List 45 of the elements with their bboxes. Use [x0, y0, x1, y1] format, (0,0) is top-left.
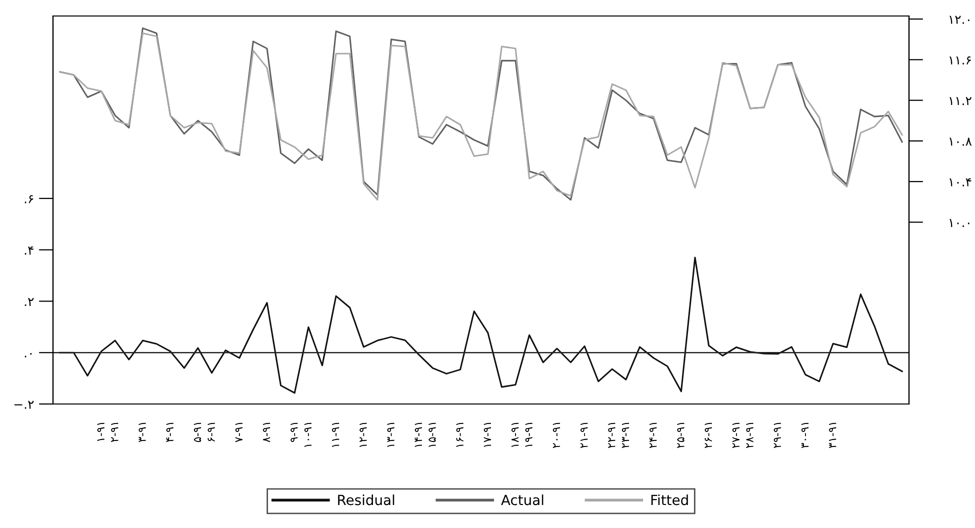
legend-label: Residual	[338, 494, 394, 506]
x-tick-label: ۱-۹۱	[97, 422, 104, 442]
x-tick-label: ۲۳-۹۱	[622, 422, 630, 448]
x-tick-label: ۲۰-۹۱	[552, 422, 560, 448]
y-tick-label: .۲	[24, 298, 34, 306]
x-tick-label: ۱۹-۹۱	[525, 422, 532, 448]
y2-tick-label: ۱۰.۸	[950, 138, 972, 146]
x-tick-label: ۱۵-۹۱	[428, 422, 436, 448]
x-tick-label: ۲۴-۹۱	[650, 422, 657, 448]
x-tick-label: ۳۰-۹۱	[801, 422, 809, 448]
x-tick-label: ۱۲-۹۱	[360, 422, 367, 448]
x-tick-label: ۵-۹۱	[194, 422, 202, 442]
y-tick-label: .۴	[24, 246, 34, 255]
legend-label: Fitted	[651, 494, 688, 506]
x-tick-label: ۸-۹۱	[262, 422, 270, 442]
x-tick-label: ۴-۹۱	[166, 422, 174, 442]
y2-tick-label: ۱۰.۴	[950, 178, 972, 186]
x-tick-label: ۶-۹۱	[208, 422, 215, 442]
x-tick-label: ۲۹-۹۱	[774, 422, 781, 448]
x-tick-label: ۱۸-۹۱	[511, 422, 519, 448]
x-tick-label: ۲۸-۹۱	[746, 422, 754, 448]
x-tick-label: ۲۵-۹۱	[677, 422, 684, 448]
y2-tick-label: ۱۰.۰	[950, 219, 970, 227]
y2-tick-label: ۱۲.۰	[950, 16, 970, 24]
x-tick-label: ۱۰-۹۱	[304, 422, 312, 448]
x-tick-label: ۱۳-۹۱	[387, 422, 394, 448]
x-tick-label: ۲۶-۹۱	[704, 422, 712, 448]
y-tick-label: −.۲	[14, 400, 34, 409]
x-tick-label: ۱۷-۹۱	[484, 422, 491, 448]
x-tick-label: ۲-۹۱	[111, 422, 118, 442]
x-tick-label: ۳-۹۱	[138, 422, 146, 442]
x-tick-label: ۱۱-۹۱	[332, 422, 340, 448]
y2-tick-label: ۱۱.۶	[950, 56, 971, 64]
legend-label: Actual	[501, 494, 544, 506]
y2-tick-label: ۱۱.۲	[950, 97, 972, 106]
y-tick-label: .۰	[24, 353, 32, 358]
x-tick-label: ۹-۹۱	[290, 422, 298, 442]
x-tick-label: ۳۱-۹۱	[829, 422, 836, 448]
x-tick-label: ۲۲-۹۱	[608, 422, 616, 448]
x-tick-label: ۲۱-۹۱	[580, 422, 588, 448]
x-tick-label: ۷-۹۱	[235, 422, 242, 442]
x-tick-label: ۱۴-۹۱	[414, 422, 422, 448]
x-tick-label: ۱۶-۹۱	[456, 422, 464, 448]
x-tick-label: ۲۷-۹۱	[732, 422, 740, 448]
y-tick-label: .۶	[24, 195, 34, 204]
